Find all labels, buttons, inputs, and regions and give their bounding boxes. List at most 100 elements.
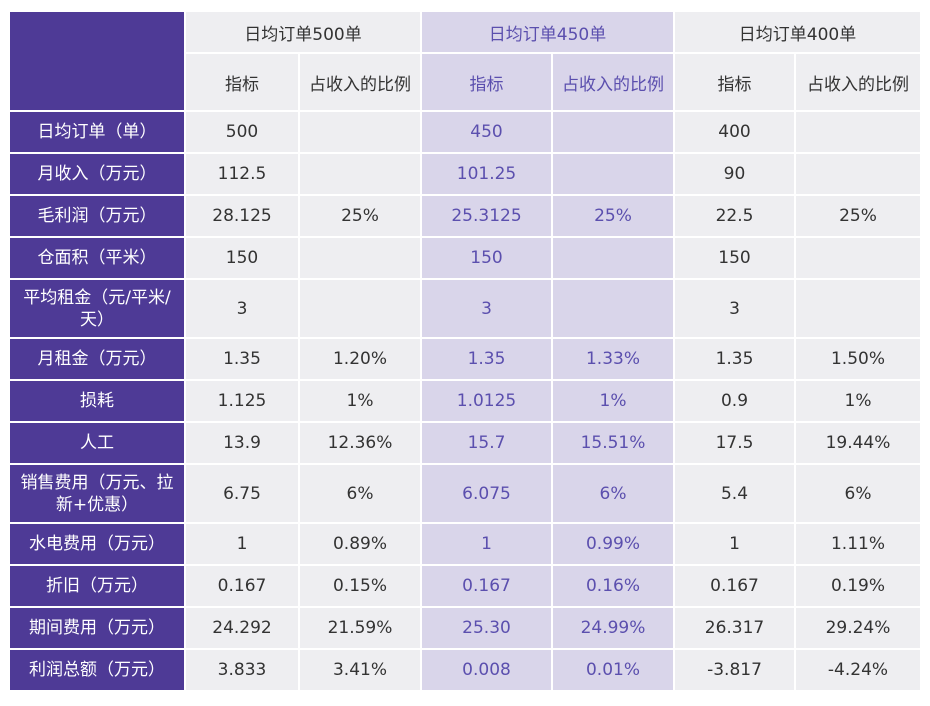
table-cell: 22.5 [675,196,794,236]
table-cell: 1.35 [422,339,551,379]
sub-header-metric: 指标 [422,54,551,110]
table-cell: 17.5 [675,423,794,463]
table-cell: 19.44% [796,423,920,463]
table-cell: 1.50% [796,339,920,379]
group-header-400: 日均订单400单 [675,12,920,52]
table-cell: 24.292 [186,608,298,648]
table-cell: 25% [553,196,673,236]
row-label: 仓面积（平米） [10,238,184,278]
table-cell [553,154,673,194]
table-cell [553,280,673,337]
table-cell [796,112,920,152]
table-cell: 150 [675,238,794,278]
sub-header-row: 指标 占收入的比例 指标 占收入的比例 指标 占收入的比例 [10,54,920,110]
table-cell: 0.167 [422,566,551,606]
financial-comparison-table: 日均订单500单 日均订单450单 日均订单400单 指标 占收入的比例 指标 … [8,10,922,692]
table-cell: 400 [675,112,794,152]
row-label: 平均租金（元/平米/天） [10,280,184,337]
table-row: 利润总额（万元） 3.833 3.41% 0.008 0.01% -3.817 … [10,650,920,690]
table-cell [553,238,673,278]
group-header-500: 日均订单500单 [186,12,420,52]
row-label: 期间费用（万元） [10,608,184,648]
table-cell: 6.75 [186,465,298,522]
table-cell [796,154,920,194]
table-cell: 1 [675,524,794,564]
table-cell: 1% [553,381,673,421]
sub-header-ratio: 占收入的比例 [796,54,920,110]
table-cell: 0.167 [186,566,298,606]
table-cell: 12.36% [300,423,420,463]
table-cell: 15.51% [553,423,673,463]
financial-comparison-table-wrapper: 日均订单500单 日均订单450单 日均订单400单 指标 占收入的比例 指标 … [8,10,922,692]
table-row: 仓面积（平米） 150 150 150 [10,238,920,278]
table-cell: 28.125 [186,196,298,236]
table-row: 损耗 1.125 1% 1.0125 1% 0.9 1% [10,381,920,421]
table-cell: 1.11% [796,524,920,564]
table-cell: 0.15% [300,566,420,606]
table-cell: 0.008 [422,650,551,690]
table-cell: 15.7 [422,423,551,463]
table-cell: 6% [300,465,420,522]
row-label: 日均订单（单） [10,112,184,152]
table-cell: 25.30 [422,608,551,648]
table-cell: 0.9 [675,381,794,421]
table-cell: 25% [796,196,920,236]
table-row: 平均租金（元/平米/天） 3 3 3 [10,280,920,337]
table-cell: 21.59% [300,608,420,648]
table-cell: 3.833 [186,650,298,690]
row-label: 月收入（万元） [10,154,184,194]
table-cell: 5.4 [675,465,794,522]
table-cell: 0.99% [553,524,673,564]
table-cell: 26.317 [675,608,794,648]
table-cell: 3 [186,280,298,337]
table-cell: 150 [186,238,298,278]
table-cell: 90 [675,154,794,194]
row-label: 月租金（万元） [10,339,184,379]
table-cell: 450 [422,112,551,152]
table-cell: 0.01% [553,650,673,690]
corner-cell [10,12,184,110]
table-cell: 6% [796,465,920,522]
table-cell: -4.24% [796,650,920,690]
table-row: 毛利润（万元） 28.125 25% 25.3125 25% 22.5 25% [10,196,920,236]
table-cell: 24.99% [553,608,673,648]
table-cell: 3 [422,280,551,337]
table-cell [300,280,420,337]
table-row: 销售费用（万元、拉新+优惠） 6.75 6% 6.075 6% 5.4 6% [10,465,920,522]
table-cell: 500 [186,112,298,152]
table-cell: 25% [300,196,420,236]
table-cell: 1% [300,381,420,421]
table-row: 月租金（万元） 1.35 1.20% 1.35 1.33% 1.35 1.50% [10,339,920,379]
table-cell: 13.9 [186,423,298,463]
table-cell: 1.33% [553,339,673,379]
sub-header-ratio: 占收入的比例 [553,54,673,110]
row-label: 人工 [10,423,184,463]
row-label: 水电费用（万元） [10,524,184,564]
row-label: 折旧（万元） [10,566,184,606]
table-cell: 101.25 [422,154,551,194]
table-cell: 1 [422,524,551,564]
table-cell: 1.35 [186,339,298,379]
table-row: 期间费用（万元） 24.292 21.59% 25.30 24.99% 26.3… [10,608,920,648]
table-cell: 1.35 [675,339,794,379]
table-cell: 6% [553,465,673,522]
row-label: 损耗 [10,381,184,421]
table-cell [300,154,420,194]
table-row: 折旧（万元） 0.167 0.15% 0.167 0.16% 0.167 0.1… [10,566,920,606]
table-cell: 1 [186,524,298,564]
table-row: 水电费用（万元） 1 0.89% 1 0.99% 1 1.11% [10,524,920,564]
table-cell: 0.19% [796,566,920,606]
sub-header-metric: 指标 [675,54,794,110]
group-header-450: 日均订单450单 [422,12,673,52]
table-cell: 150 [422,238,551,278]
table-cell [300,112,420,152]
table-row: 日均订单（单） 500 450 400 [10,112,920,152]
table-cell: 1.20% [300,339,420,379]
row-label: 毛利润（万元） [10,196,184,236]
table-cell: 1.0125 [422,381,551,421]
row-label: 利润总额（万元） [10,650,184,690]
table-cell: 0.16% [553,566,673,606]
sub-header-metric: 指标 [186,54,298,110]
table-cell: 0.89% [300,524,420,564]
group-header-row: 日均订单500单 日均订单450单 日均订单400单 [10,12,920,110]
